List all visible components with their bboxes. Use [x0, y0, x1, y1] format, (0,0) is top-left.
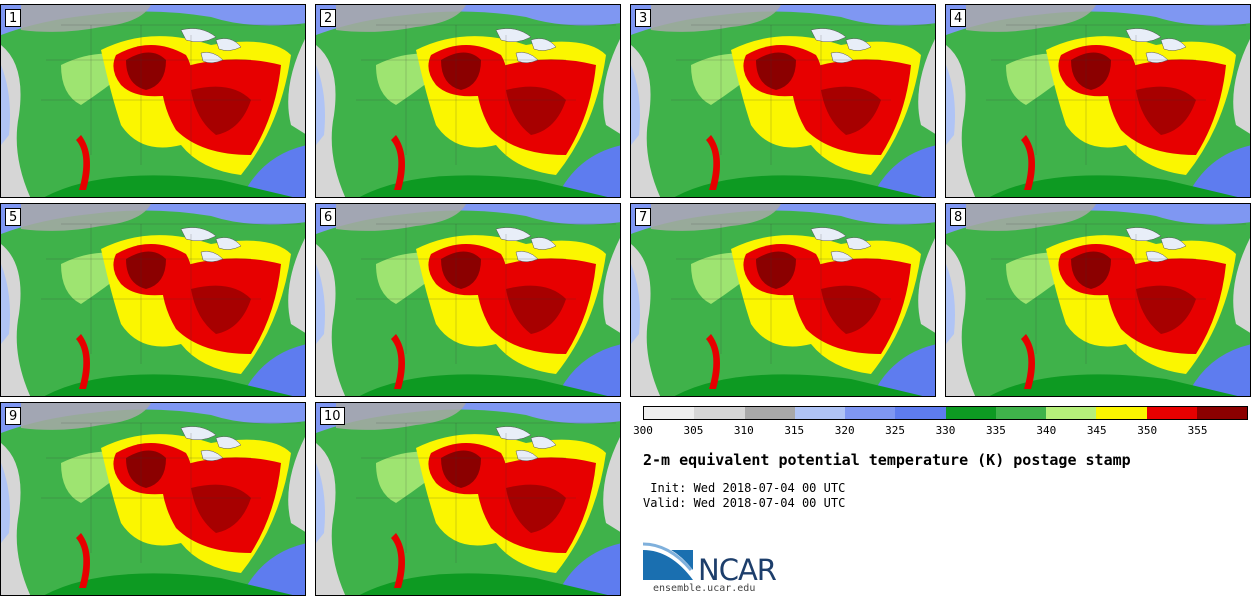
- colorbar-tick-label: 340: [1036, 424, 1057, 437]
- colorbar-tick-label: 330: [935, 424, 956, 437]
- panel-number: 10: [320, 407, 345, 425]
- colorbar-tick-label: 305: [683, 424, 704, 437]
- map-image: [316, 5, 620, 197]
- map-panel: 8: [945, 203, 1251, 397]
- figure-title: 2-m equivalent potential temperature (K)…: [643, 451, 1131, 469]
- colorbar-tick-label: 355: [1187, 424, 1208, 437]
- colorbar-segment: [1046, 407, 1097, 419]
- map-panel: 6: [315, 203, 621, 397]
- colorbar-tick-label: 310: [733, 424, 754, 437]
- site-url: ensemble.ucar.edu: [653, 583, 756, 594]
- colorbar-segment: [794, 407, 845, 419]
- colorbar-tick-label: 300: [633, 424, 653, 437]
- colorbar-segment: [1096, 407, 1147, 419]
- ncar-logo-text: NCAR: [698, 553, 777, 587]
- colorbar-segment: [1146, 407, 1197, 419]
- map-panel: 3: [630, 4, 936, 198]
- panel-number: 8: [950, 208, 967, 226]
- colorbar: [643, 406, 1248, 420]
- colorbar-segment: [945, 407, 996, 419]
- colorbar-segment: [1196, 407, 1247, 419]
- map-image: [946, 204, 1250, 396]
- map-panel: 10: [315, 402, 621, 596]
- colorbar-tick-label: 345: [1086, 424, 1107, 437]
- init-time: Init: Wed 2018-07-04 00 UTC: [643, 481, 846, 495]
- colorbar-segment: [744, 407, 795, 419]
- map-panel: 4: [945, 4, 1251, 198]
- map-image: [631, 5, 935, 197]
- colorbar-tick-label: 335: [985, 424, 1006, 437]
- colorbar-tick-label: 350: [1137, 424, 1158, 437]
- panel-number: 3: [635, 9, 652, 27]
- colorbar-tick-label: 320: [834, 424, 855, 437]
- map-image: [316, 204, 620, 396]
- valid-time: Valid: Wed 2018-07-04 00 UTC: [643, 496, 846, 510]
- colorbar-segment: [644, 407, 695, 419]
- map-panel: 9: [0, 402, 306, 596]
- panel-number: 2: [320, 9, 337, 27]
- panel-number: 7: [635, 208, 652, 226]
- panel-number: 4: [950, 9, 967, 27]
- panel-number: 9: [5, 407, 22, 425]
- colorbar-segment: [694, 407, 745, 419]
- map-panel: 7: [630, 203, 936, 397]
- map-panel: 5: [0, 203, 306, 397]
- colorbar-segment: [845, 407, 896, 419]
- colorbar-tick-label: 315: [784, 424, 805, 437]
- map-image: [316, 403, 620, 595]
- map-panel: 2: [315, 4, 621, 198]
- colorbar-segment: [895, 407, 946, 419]
- map-image: [631, 204, 935, 396]
- panel-number: 6: [320, 208, 337, 226]
- panel-number: 5: [5, 208, 22, 226]
- map-image: [1, 5, 305, 197]
- colorbar-tick-label: 325: [885, 424, 906, 437]
- colorbar-segment: [995, 407, 1046, 419]
- ncar-logo-icon: [643, 542, 693, 580]
- map-image: [1, 204, 305, 396]
- panel-number: 1: [5, 9, 22, 27]
- colorbar-ticks: 300 305 310 315 320 325 330 335 340 345 350 355: [630, 424, 1260, 440]
- map-panel: 1: [0, 4, 306, 198]
- map-image: [946, 5, 1250, 197]
- map-image: [1, 403, 305, 595]
